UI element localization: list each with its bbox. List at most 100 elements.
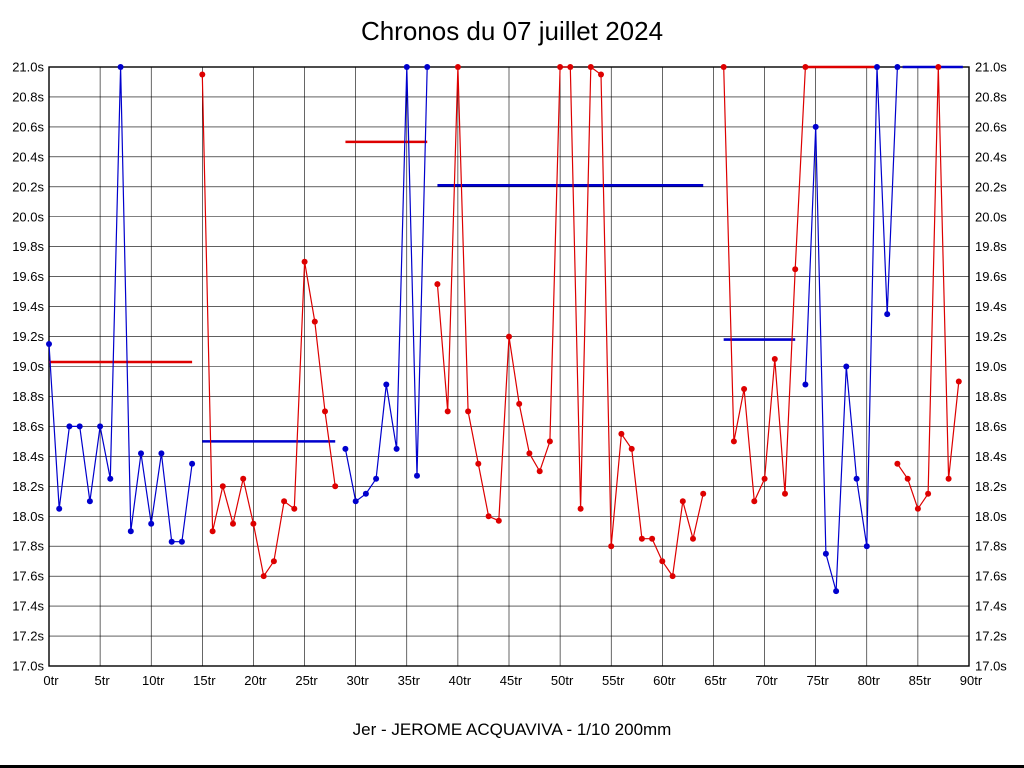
lap-point — [270, 558, 277, 565]
lap-line — [344, 66, 428, 503]
y-tick-label-right: 17.2s — [975, 629, 1007, 644]
y-tick-label-right: 18.0s — [975, 509, 1007, 524]
y-tick-label-left: 19.6s — [12, 269, 44, 284]
y-tick-label-right: 19.0s — [975, 359, 1007, 374]
y-tick-label-left: 19.2s — [12, 329, 44, 344]
y-tick-label-right: 17.0s — [975, 659, 1007, 674]
lap-point — [955, 378, 962, 385]
lap-point — [628, 445, 635, 452]
series-stint-4 — [434, 64, 707, 580]
lap-point — [46, 341, 52, 347]
lap-point — [833, 588, 840, 595]
lap-point — [874, 64, 880, 70]
lap-point — [250, 520, 257, 527]
y-tick-label-left: 20.6s — [12, 119, 44, 134]
lap-line — [804, 66, 898, 592]
grid — [48, 66, 970, 667]
x-tick-label: 10tr — [142, 673, 165, 688]
lap-line — [48, 66, 193, 543]
y-tick-label-right: 19.6s — [975, 269, 1007, 284]
x-tick-label: 0tr — [43, 673, 59, 688]
x-tick-label: 55tr — [602, 673, 625, 688]
y-tick-label-left: 18.4s — [12, 449, 44, 464]
lap-point — [199, 71, 206, 78]
lap-point — [485, 513, 492, 520]
lap-point — [291, 505, 298, 512]
x-tick-label: 45tr — [500, 673, 523, 688]
lap-point — [536, 468, 543, 475]
lap-point — [802, 381, 809, 388]
lap-point — [567, 64, 574, 70]
y-tick-label-right: 17.6s — [975, 569, 1007, 584]
x-tick-label: 15tr — [193, 673, 216, 688]
lap-point — [649, 535, 656, 542]
lap-point — [638, 535, 645, 542]
y-tick-label-left: 19.0s — [12, 359, 44, 374]
lap-point — [761, 475, 768, 482]
y-tick-label-left: 20.8s — [12, 89, 44, 104]
lap-point — [97, 423, 104, 430]
lap-point — [158, 450, 165, 457]
lap-point — [843, 363, 850, 370]
lap-point — [669, 573, 676, 580]
chart-title: Chronos du 07 juillet 2024 — [360, 16, 664, 46]
y-tick-label-right: 18.6s — [975, 419, 1007, 434]
x-tick-label: 30tr — [346, 673, 369, 688]
lap-point — [935, 64, 942, 70]
lap-point — [260, 573, 267, 580]
series-stint-3 — [342, 64, 431, 505]
lap-point — [178, 538, 185, 545]
lap-point — [853, 475, 860, 482]
lap-point — [454, 64, 461, 70]
lap-point — [352, 498, 359, 505]
series-stint-6 — [802, 64, 901, 595]
y-tick-label-right: 19.4s — [975, 299, 1007, 314]
x-tick-label: 5tr — [95, 673, 111, 688]
y-tick-label-left: 18.0s — [12, 509, 44, 524]
lap-point — [373, 475, 380, 482]
lap-point — [546, 438, 553, 445]
x-tick-label: 80tr — [858, 673, 881, 688]
y-tick-label-right: 21.0s — [975, 60, 1007, 75]
plot-frame — [48, 66, 970, 667]
lap-line — [436, 65, 704, 578]
lap-point — [117, 64, 124, 70]
lap-point — [720, 64, 727, 70]
lap-point — [66, 423, 73, 430]
y-tick-label-left: 17.6s — [12, 569, 44, 584]
lap-point — [219, 483, 226, 490]
x-tick-label: 40tr — [449, 673, 472, 688]
lap-point — [138, 450, 144, 457]
x-tick-label: 60tr — [653, 673, 676, 688]
lap-point — [884, 311, 891, 318]
lap-point — [209, 528, 216, 535]
lap-point — [322, 408, 328, 415]
y-tick-label-left: 17.4s — [12, 599, 44, 614]
lap-point — [904, 475, 911, 482]
lap-point — [424, 64, 431, 70]
x-tick-label: 50tr — [551, 673, 574, 688]
lap-point — [56, 505, 63, 512]
y-tick-label-right: 19.8s — [975, 239, 1007, 254]
lap-point — [495, 517, 502, 524]
lap-point — [914, 505, 921, 512]
lap-point — [782, 490, 788, 497]
lap-point — [86, 498, 93, 505]
lap-point — [792, 266, 799, 273]
y-tick-label-left: 20.0s — [12, 209, 44, 224]
y-tick-label-left: 18.8s — [12, 389, 44, 404]
lap-point — [751, 498, 758, 505]
lap-point — [301, 258, 308, 265]
y-tick-label-right: 20.8s — [975, 89, 1007, 104]
lap-point — [587, 64, 594, 70]
y-tick-label-left: 19.4s — [12, 299, 44, 314]
lap-point — [730, 438, 737, 445]
lap-point — [608, 543, 615, 550]
lap-point — [690, 535, 696, 542]
lap-point — [189, 460, 196, 467]
lap-point — [342, 445, 349, 452]
lap-point — [383, 381, 390, 388]
lap-point — [281, 498, 288, 505]
lap-point — [771, 356, 778, 362]
